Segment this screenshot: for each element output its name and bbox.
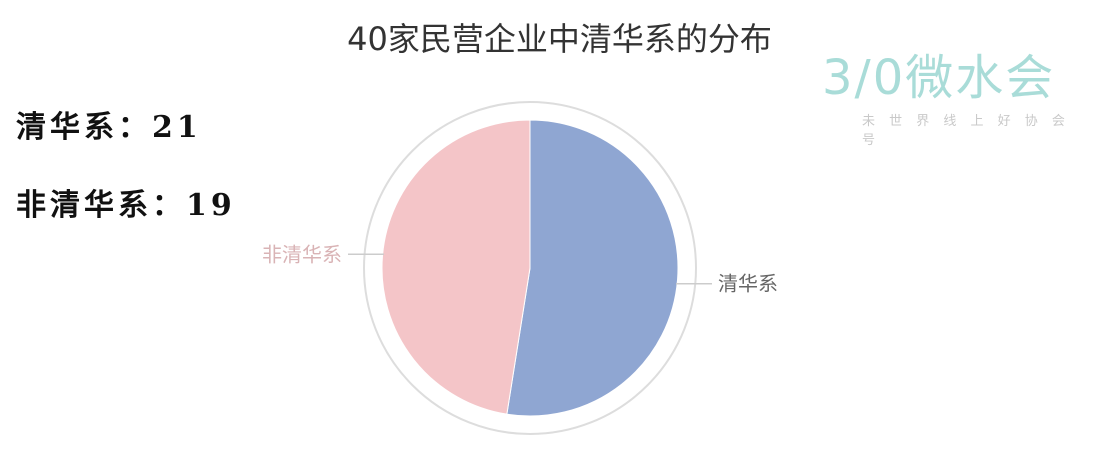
stat-non-tsinghua: 非清华系：19 (16, 180, 236, 224)
stat-tsinghua-value: 21 (152, 110, 202, 145)
stat-tsinghua-label: 清华系： (16, 110, 152, 145)
chart-title: 40家民营企业中清华系的分布 (347, 20, 772, 58)
pie-labels: 清华系 非清华系 (262, 242, 778, 295)
pie-label-tsinghua: 清华系 (718, 272, 778, 296)
watermark-sub-text: 未 世 界 线 上 好 协 会 号 (862, 114, 1070, 148)
pie-outer-ring (363, 101, 697, 435)
stat-tsinghua: 清华系：21 (16, 102, 202, 146)
watermark-logo: 3/0微水会 未 世 界 线 上 好 协 会 号 (822, 38, 1092, 148)
pie-slice-tsinghua (506, 119, 679, 417)
pie-slice-non-tsinghua (381, 119, 531, 415)
pie-label-non-tsinghua: 非清华系 (262, 242, 342, 266)
watermark-main-text: 3/0微水会 (822, 50, 1056, 106)
pie-slices (381, 119, 679, 417)
stat-non-tsinghua-label: 非清华系： (16, 188, 186, 223)
stat-non-tsinghua-value: 19 (186, 188, 236, 223)
